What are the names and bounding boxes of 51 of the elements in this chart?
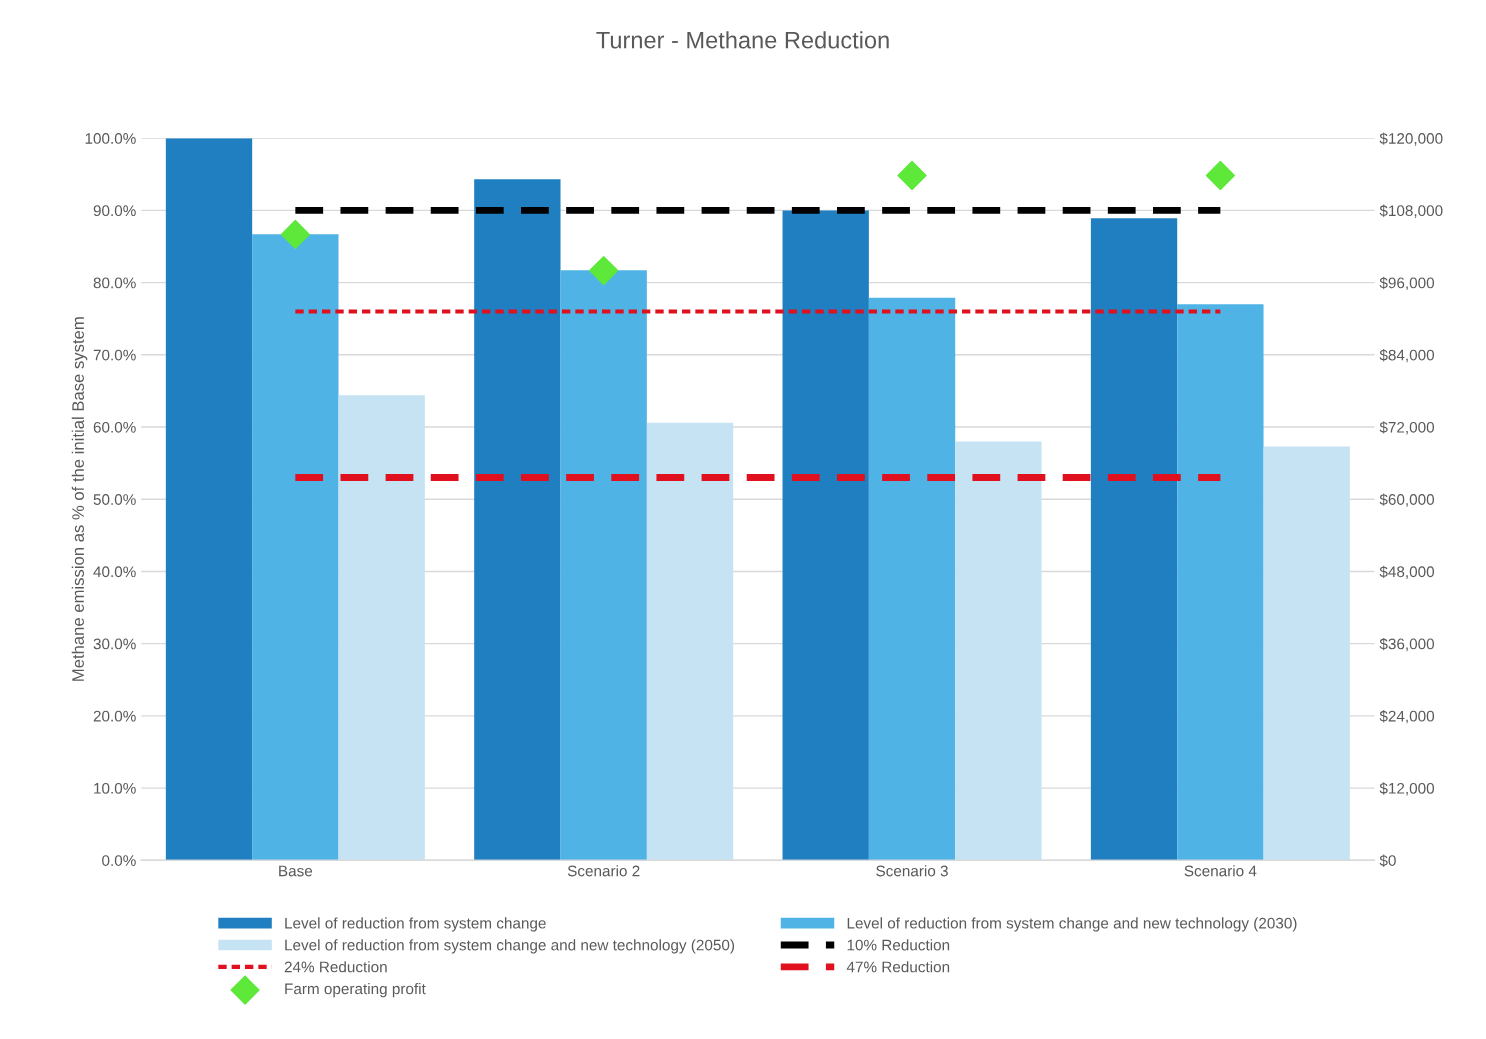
legend-label: Level of reduction from system change (285, 917, 546, 932)
bar (560, 270, 647, 861)
bar (868, 297, 956, 861)
y-tick-label: 80.0% (93, 277, 136, 289)
bar (338, 395, 425, 861)
bar (1090, 218, 1178, 861)
y-tick-label: 60.0% (93, 421, 136, 433)
y-tick-label: 50.0% (93, 494, 136, 505)
bar (955, 441, 1042, 861)
x-tick-label: Scenario 2 (567, 865, 640, 877)
legend-label: 10% Reduction (847, 939, 950, 951)
x-tick-label: Scenario 4 (1184, 865, 1257, 877)
y2-tick-label: $0 (1379, 854, 1396, 867)
point (1205, 160, 1235, 191)
y2-tick-label: $96,000 (1379, 276, 1435, 291)
chart-title: Turner - Methane Reduction (596, 31, 889, 49)
y-tick-label: 90.0% (93, 205, 136, 217)
y-tick-label: 20.0% (93, 710, 136, 722)
y-tick-label: 10.0% (94, 782, 136, 794)
y-tick-label: 100.0% (85, 133, 136, 144)
y2-tick-label: $108,000 (1379, 204, 1443, 218)
y-tick-label: 30.0% (93, 638, 136, 650)
point (280, 219, 310, 250)
y-tick-label: 0.0% (102, 855, 136, 866)
legend-label: Farm operating profit (285, 983, 426, 998)
bar (165, 138, 253, 861)
bar (474, 179, 561, 861)
y2-tick-label: $36,000 (1379, 637, 1435, 652)
bar (1263, 446, 1350, 861)
y2-tick-label: $24,000 (1379, 710, 1435, 724)
y-tick-label: 40.0% (93, 566, 136, 578)
y2-tick-label: $120,000 (1379, 132, 1443, 146)
x-tick-label: Scenario 3 (876, 865, 948, 877)
y2-tick-label: $84,000 (1379, 349, 1435, 363)
bar (646, 422, 734, 861)
y-axis-title: Methane emission as % of the initial Base system (71, 317, 88, 681)
legend-label: 24% Reduction (284, 961, 387, 973)
legend-label: Level of reduction from system change and new technology (2030) (847, 917, 1297, 932)
y-tick-label: 70.0% (93, 349, 136, 361)
legend-label: 47% Reduction (846, 961, 950, 973)
point (589, 255, 619, 286)
x-tick-label: Base (279, 865, 313, 877)
bar (252, 234, 339, 861)
y2-tick-label: $60,000 (1379, 493, 1435, 507)
point (897, 160, 927, 191)
bar (782, 210, 869, 861)
bar (1177, 304, 1264, 861)
legend-label: Level of reduction from system change and new technology (2050) (285, 939, 735, 954)
y2-tick-label: $72,000 (1379, 421, 1435, 435)
y2-tick-label: $12,000 (1379, 782, 1435, 796)
y2-tick-label: $48,000 (1379, 565, 1435, 579)
